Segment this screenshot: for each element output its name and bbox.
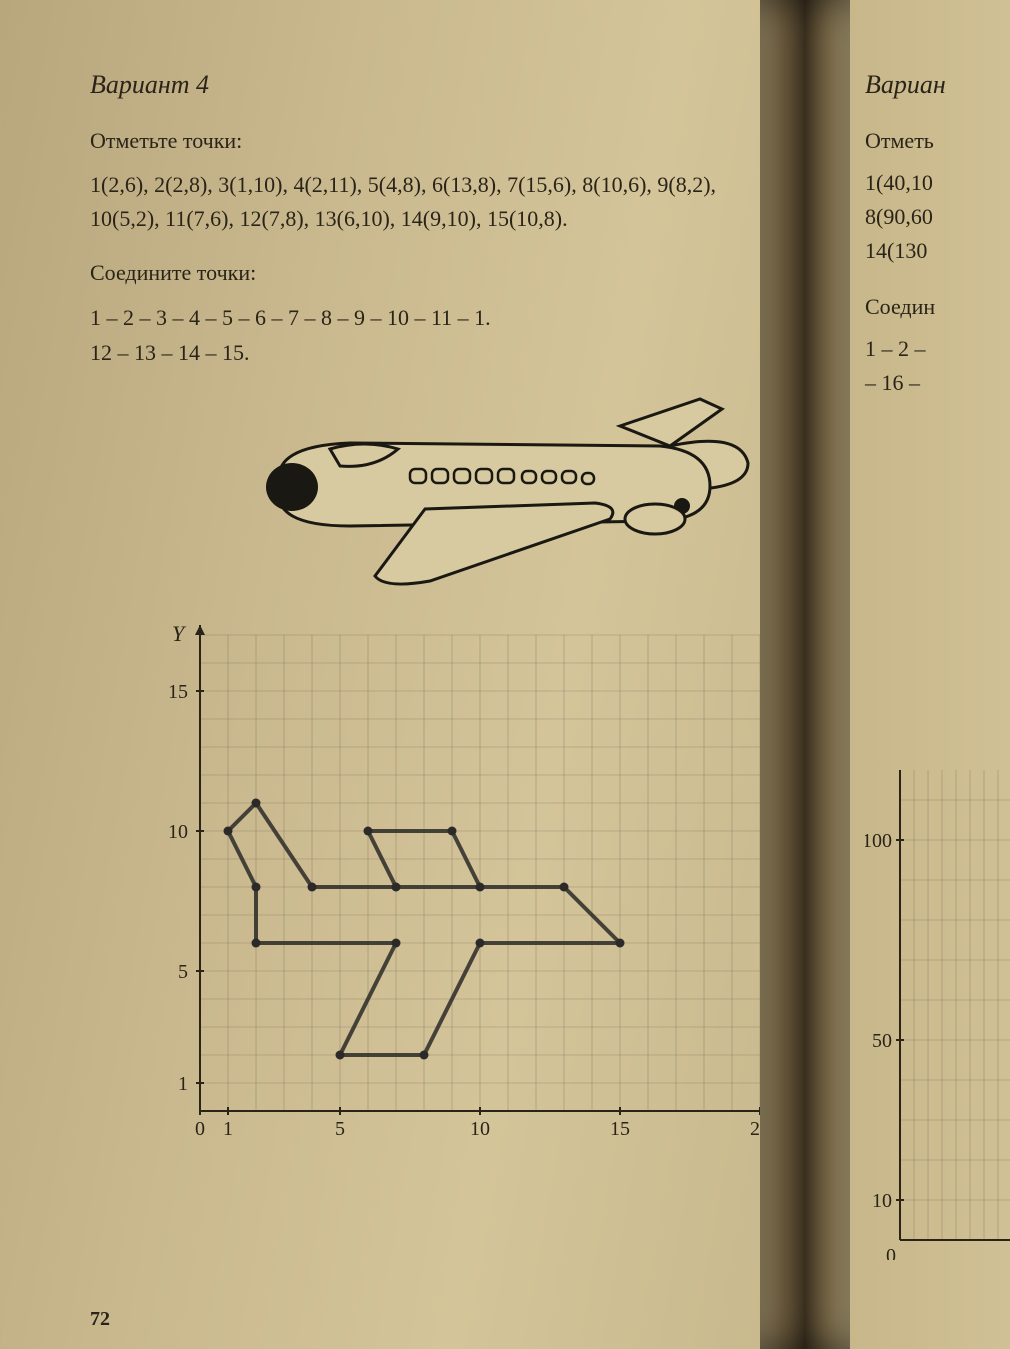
sequence-line-2: 12 – 13 – 14 – 15. bbox=[90, 335, 740, 370]
right-coordinate-chart: 1050100Y0 bbox=[865, 770, 1010, 1260]
svg-text:15: 15 bbox=[168, 681, 188, 703]
svg-text:5: 5 bbox=[335, 1118, 345, 1140]
svg-text:Y: Y bbox=[172, 621, 187, 646]
right-mark-instruction: Отметь bbox=[865, 128, 1010, 154]
airplane-icon bbox=[266, 399, 748, 584]
right-points-fragment: 1(40,10 8(90,60 14(130 bbox=[865, 166, 1010, 268]
page-number: 72 bbox=[90, 1308, 110, 1331]
right-connect-instruction: Соедин bbox=[865, 294, 1010, 320]
points-list: 1(2,6), 2(2,8), 3(1,10), 4(2,11), 5(4,8)… bbox=[90, 168, 740, 236]
svg-text:10: 10 bbox=[168, 821, 188, 843]
svg-text:100: 100 bbox=[865, 830, 892, 852]
mark-points-instruction: Отметьте точки: bbox=[90, 128, 740, 154]
svg-text:50: 50 bbox=[872, 1030, 892, 1052]
right-variant-title: Вариан bbox=[865, 70, 1010, 100]
left-page: Вариант 4 Отметьте точки: 1(2,6), 2(2,8)… bbox=[0, 0, 760, 1349]
book-gutter bbox=[760, 0, 850, 1349]
svg-text:15: 15 bbox=[610, 1118, 630, 1140]
variant-title: Вариант 4 bbox=[90, 70, 740, 100]
svg-text:10: 10 bbox=[470, 1118, 490, 1140]
svg-text:10: 10 bbox=[872, 1190, 892, 1212]
svg-text:0: 0 bbox=[195, 1118, 205, 1140]
airplane-illustration bbox=[200, 391, 760, 591]
right-page: Вариан Отметь 1(40,10 8(90,60 14(130 Сое… bbox=[850, 0, 1010, 1349]
svg-text:1: 1 bbox=[223, 1118, 233, 1140]
connect-points-instruction: Соедините точки: bbox=[90, 260, 740, 286]
svg-text:1: 1 bbox=[178, 1073, 188, 1095]
svg-text:0: 0 bbox=[886, 1245, 896, 1260]
sequence-line-1: 1 – 2 – 3 – 4 – 5 – 6 – 7 – 8 – 9 – 10 –… bbox=[90, 300, 740, 335]
right-sequence-fragment: 1 – 2 – – 16 – bbox=[865, 332, 1010, 400]
connect-sequence: 1 – 2 – 3 – 4 – 5 – 6 – 7 – 8 – 9 – 10 –… bbox=[90, 300, 740, 370]
svg-text:5: 5 bbox=[178, 961, 188, 983]
coordinate-chart: 015101520151015YX bbox=[130, 601, 770, 1161]
